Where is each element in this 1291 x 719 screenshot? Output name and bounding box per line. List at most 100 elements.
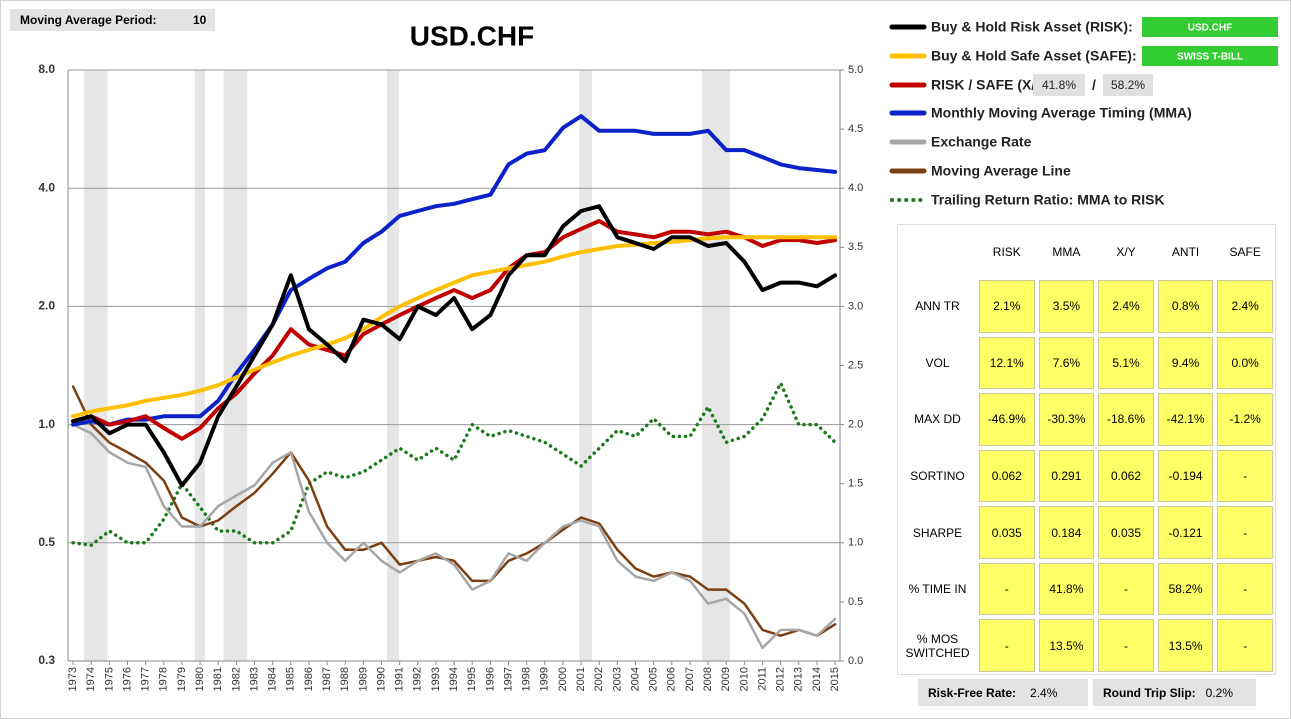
stat-cell: -42.1% — [1157, 393, 1214, 446]
y2-tick-label: 1.5 — [848, 478, 863, 490]
x-tick-label: 2013 — [793, 667, 805, 691]
x-tick-label: 1995 — [466, 667, 478, 691]
stat-cell: - — [979, 562, 1035, 616]
column-header: ANTI — [1171, 244, 1200, 259]
asset-name[interactable]: USD.CHF — [1188, 23, 1232, 34]
column-header: X/Y — [1116, 244, 1136, 259]
ma-period-value[interactable]: 10 — [193, 13, 207, 27]
stat-cell: - — [1217, 562, 1273, 616]
x-tick-label: 1988 — [339, 667, 351, 691]
shaded-period — [223, 70, 248, 661]
stat-cell: 2.1% — [979, 280, 1035, 333]
stats-table: RISK MMA X/Y ANTI SAFE ANN TR 2.1% 3.5% 2.4% 0.8%… — [897, 224, 1276, 675]
asset-name[interactable]: SWISS T-BILL — [1177, 52, 1243, 63]
x-tick-label: 2002 — [593, 667, 605, 691]
x-tick-label: 1997 — [502, 667, 514, 691]
shaded-period — [579, 70, 592, 661]
stat-cell: 13.5% — [1038, 619, 1095, 672]
x-tick-label: 2006 — [666, 667, 678, 691]
stat-cell: 0.035 — [1098, 506, 1154, 559]
shaded-period — [702, 70, 730, 661]
legend-label: Moving Average Line — [931, 163, 1071, 179]
x-tick-label: 1974 — [85, 667, 97, 691]
x-tick-label: 2000 — [557, 667, 569, 691]
x-tick-label: 1976 — [121, 667, 133, 691]
x-tick-label: 2004 — [629, 667, 641, 691]
x-tick-label: 1990 — [375, 667, 387, 691]
stat-cell: 58.2% — [1157, 562, 1214, 616]
stat-cell: 0.062 — [979, 449, 1035, 503]
row-label: ANN TR — [915, 299, 960, 314]
stat-cell: 12.1% — [979, 336, 1035, 390]
stat-cell: - — [979, 619, 1035, 672]
x-tick-label: 2015 — [829, 667, 841, 691]
x-tick-label: 2008 — [702, 667, 714, 691]
x-tick-label: 2005 — [648, 667, 660, 691]
stat-cell: 13.5% — [1157, 619, 1214, 672]
row-label: SHARPE — [912, 525, 963, 540]
x-tick-label: 1993 — [430, 667, 442, 691]
x-tick-label: 1984 — [267, 667, 279, 691]
asset-box — [1142, 17, 1278, 37]
series-line — [71, 114, 838, 427]
column-header: SAFE — [1229, 244, 1261, 259]
y2-tick-label: 5.0 — [848, 64, 863, 76]
x-tick-label: 1996 — [484, 667, 496, 691]
x-tick-label: 1987 — [321, 667, 333, 691]
stat-cell: - — [1217, 619, 1273, 672]
x-tick-label: 2001 — [575, 667, 587, 691]
row-label: VOL — [925, 355, 950, 370]
y-tick-label: 0.5 — [38, 535, 55, 549]
x-tick-label: 1980 — [194, 667, 206, 691]
row-label: % TIME IN — [908, 582, 967, 597]
stat-cell: - — [1098, 619, 1154, 672]
stat-cell: 5.1% — [1098, 336, 1154, 390]
ratio-safe: 58.2% — [1111, 78, 1145, 92]
shaded-period — [194, 70, 205, 661]
stat-cell: 0.184 — [1038, 506, 1095, 559]
series-line — [71, 219, 838, 441]
asset-box — [1142, 46, 1278, 66]
x-tick-label: 2007 — [684, 667, 696, 691]
stat-cell: -1.2% — [1217, 393, 1273, 446]
stat-cell: - — [1217, 449, 1273, 503]
shaded-period — [83, 70, 108, 661]
x-tick-label: 1998 — [521, 667, 533, 691]
y2-tick-label: 3.0 — [848, 300, 863, 312]
stat-cell: 0.035 — [979, 506, 1035, 559]
y2-tick-label: 3.5 — [848, 241, 863, 253]
row-label: SORTINO — [910, 468, 965, 483]
ratio-sep: / — [1092, 77, 1096, 93]
y2-tick-label: 2.5 — [848, 359, 863, 371]
x-tick-label: 2011 — [756, 667, 768, 691]
x-tick-label: 2009 — [720, 667, 732, 691]
x-tick-label: 1977 — [140, 667, 152, 691]
slip-value[interactable]: 0.2% — [1205, 685, 1234, 700]
y-tick-label: 0.3 — [38, 653, 55, 667]
stat-cell: 9.4% — [1157, 336, 1214, 390]
stat-cell: 0.8% — [1157, 280, 1214, 333]
x-tick-label: 1986 — [303, 667, 315, 691]
risk-free-value[interactable]: 2.4% — [1030, 685, 1058, 700]
y-tick-label: 2.0 — [38, 299, 55, 313]
y-tick-label: 1.0 — [38, 417, 55, 431]
x-tick-label: 2003 — [611, 667, 623, 691]
x-tick-label: 1992 — [412, 667, 424, 691]
stat-cell: - — [1217, 506, 1273, 559]
stat-cell: 0.291 — [1038, 449, 1095, 503]
x-tick-label: 1973 — [67, 667, 79, 691]
ma-period-label: Moving Average Period: — [20, 13, 157, 27]
x-tick-label: 1978 — [158, 667, 170, 691]
series-line — [71, 423, 837, 650]
ratio-box — [1103, 74, 1153, 96]
legend-label: Exchange Rate — [931, 134, 1032, 150]
stat-cell: 3.5% — [1038, 280, 1095, 333]
table-corner — [900, 227, 975, 276]
x-tick-label: 1979 — [176, 667, 188, 691]
y2-tick-label: 0.5 — [848, 596, 863, 608]
stat-cell: 0.0% — [1217, 336, 1273, 390]
y2-tick-label: 4.0 — [848, 182, 863, 194]
x-tick-label: 2014 — [811, 667, 823, 691]
legend-label: Trailing Return Ratio: MMA to RISK — [931, 192, 1165, 208]
